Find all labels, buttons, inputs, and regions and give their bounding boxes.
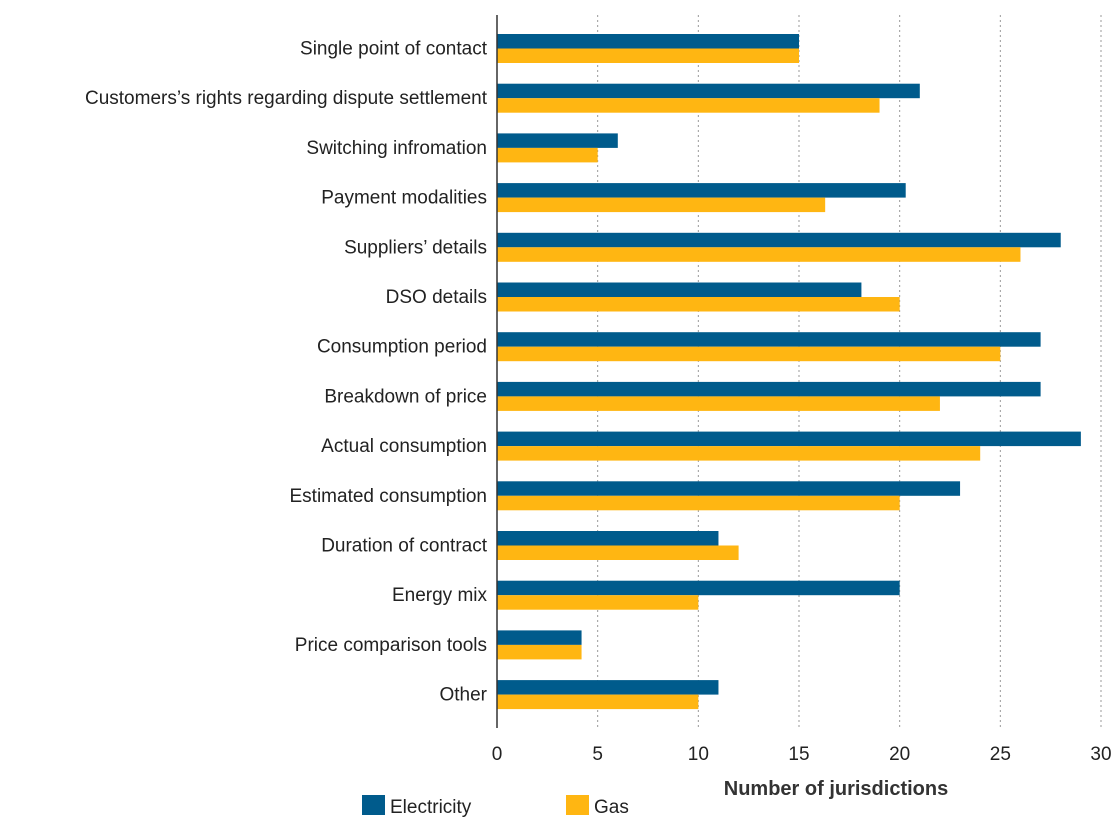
bar-electricity	[497, 332, 1041, 347]
category-label: Customers’s rights regarding dispute set…	[85, 88, 488, 109]
bar-electricity	[497, 680, 719, 695]
legend-label-electricity: Electricity	[390, 797, 472, 817]
bar-gas	[497, 446, 981, 461]
x-axis-title: Number of jurisdictions	[724, 778, 948, 800]
bars	[497, 34, 1081, 710]
bar-electricity	[497, 232, 1061, 248]
legend: Electricity Gas	[362, 795, 629, 817]
x-tick-label: 0	[492, 744, 503, 765]
bar-electricity	[497, 531, 719, 546]
bar-gas	[497, 297, 900, 312]
bar-gas	[497, 247, 1021, 262]
category-label: Other	[439, 685, 487, 706]
bar-electricity	[497, 580, 900, 596]
grid-lines	[597, 15, 1102, 728]
bar-gas	[497, 98, 880, 113]
bar-electricity	[497, 282, 862, 297]
bar-gas	[497, 48, 799, 63]
bar-gas	[497, 644, 582, 660]
x-tick-label: 25	[990, 744, 1011, 765]
bar-electricity	[497, 481, 961, 496]
category-label: Price comparison tools	[295, 635, 487, 656]
legend-swatch-gas	[566, 795, 589, 815]
x-tick-label: 30	[1090, 744, 1111, 765]
bar-gas	[497, 147, 598, 163]
bar-gas	[497, 545, 739, 560]
category-label: Consumption period	[317, 337, 487, 358]
bar-electricity	[497, 183, 906, 198]
category-label: Actual consumption	[321, 436, 487, 457]
category-label: Suppliers’ details	[344, 237, 487, 258]
bar-electricity	[497, 34, 799, 49]
category-label: Duration of contract	[321, 536, 488, 557]
bar-gas	[497, 346, 1001, 362]
category-label: Estimated consumption	[290, 486, 488, 507]
bar-electricity	[497, 431, 1081, 447]
bar-gas	[497, 694, 699, 710]
x-tick-label: 5	[592, 744, 603, 765]
bar-gas	[497, 396, 940, 411]
x-tick-label: 20	[889, 744, 910, 765]
category-label: DSO details	[386, 287, 487, 308]
category-label: Payment modalities	[321, 188, 487, 209]
category-label: Breakdown of price	[324, 386, 487, 407]
category-label: Single point of contact	[300, 39, 488, 60]
bar-gas	[497, 595, 699, 610]
bar-gas	[497, 197, 826, 213]
bar-electricity	[497, 381, 1041, 397]
legend-swatch-electricity	[362, 795, 385, 815]
bar-electricity	[497, 83, 920, 99]
x-tick-label: 15	[788, 744, 809, 765]
bar-electricity	[497, 133, 618, 148]
category-label: Energy mix	[392, 585, 488, 606]
category-labels: Single point of contact Customers’s right…	[85, 39, 488, 706]
x-tick-label: 10	[688, 744, 709, 765]
bar-electricity	[497, 630, 582, 645]
legend-label-gas: Gas	[594, 797, 629, 817]
bar-gas	[497, 495, 900, 511]
category-label: Switching infromation	[306, 138, 487, 159]
x-tick-labels: 0 5 10 15 20 25 30	[492, 744, 1112, 765]
